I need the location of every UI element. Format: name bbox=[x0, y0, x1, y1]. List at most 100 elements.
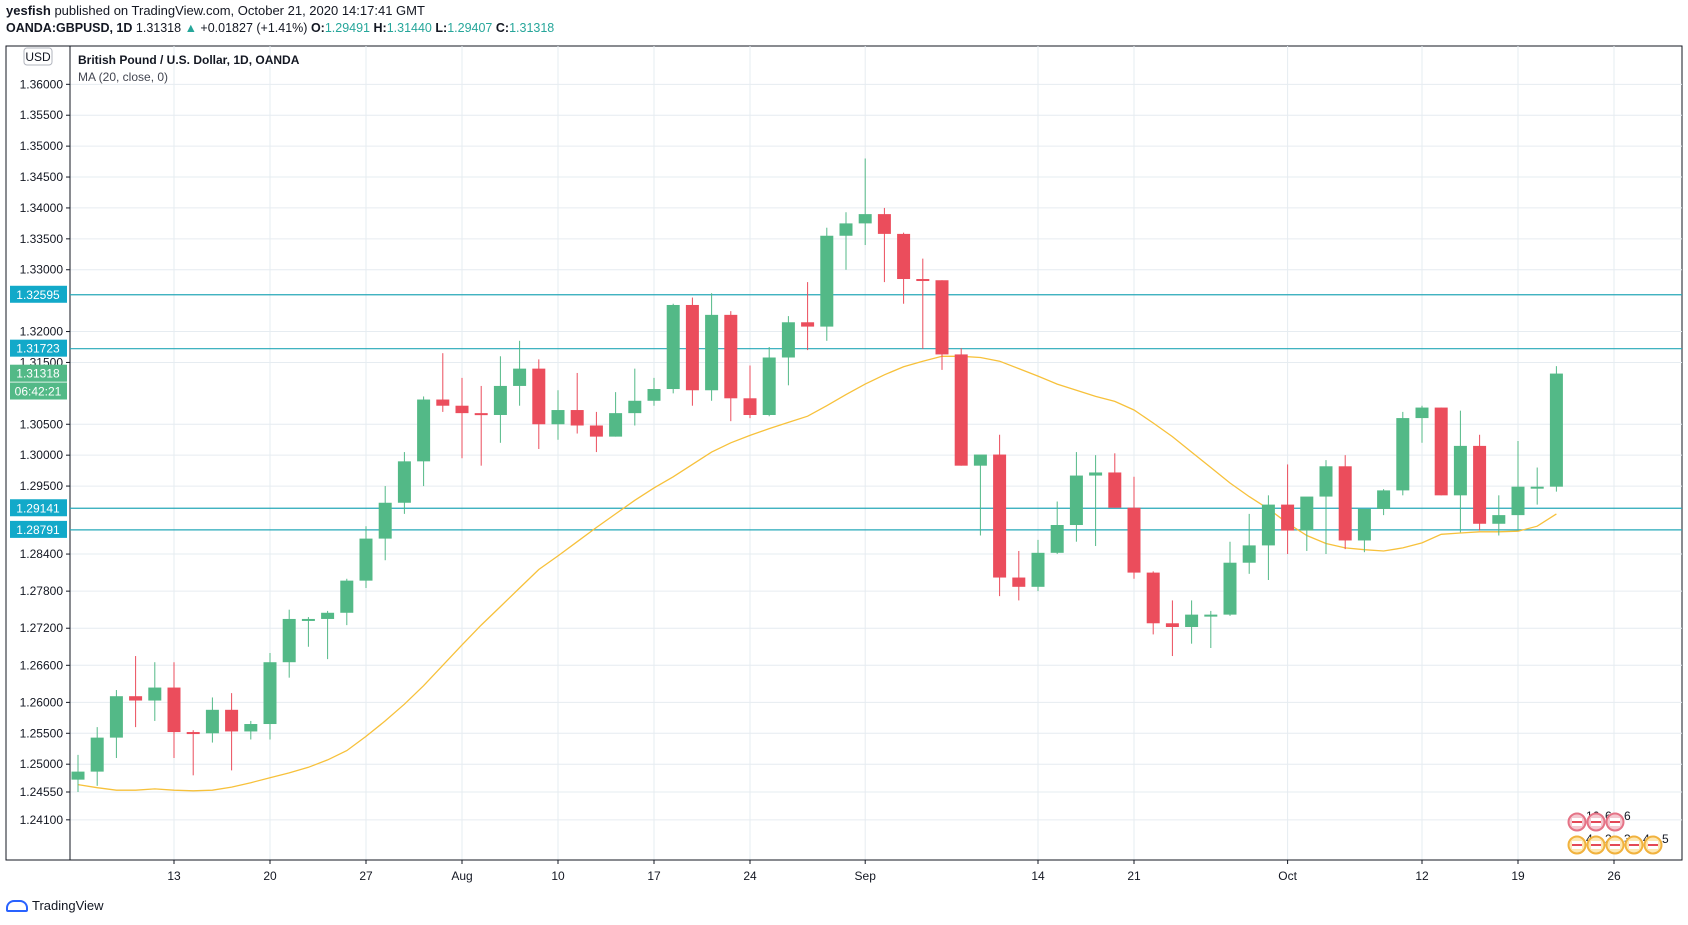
candle-body bbox=[1511, 486, 1525, 516]
moving-average-line bbox=[77, 355, 1557, 792]
price-change: +0.01827 (+1.41%) bbox=[200, 21, 308, 35]
candle-body bbox=[129, 696, 143, 701]
candle-body bbox=[570, 410, 584, 426]
high-label: H: bbox=[373, 21, 387, 35]
publish-info: yesfish published on TradingView.com, Oc… bbox=[6, 3, 425, 18]
event-count: 5 bbox=[1662, 832, 1669, 846]
event-flag-stripe bbox=[1648, 844, 1658, 846]
y-tick-label: 1.35500 bbox=[20, 108, 64, 122]
published-text: published on TradingView.com, October 21… bbox=[54, 3, 425, 18]
candle-body bbox=[359, 538, 373, 581]
high-value: 1.31440 bbox=[386, 21, 432, 35]
candle-body bbox=[916, 279, 930, 282]
y-tick-label: 1.28400 bbox=[20, 547, 64, 561]
symbol-name: OANDA:GBPUSD, 1D bbox=[6, 21, 133, 35]
price-label-bg bbox=[10, 339, 67, 357]
x-tick-label: 13 bbox=[167, 869, 181, 883]
x-tick-label: 17 bbox=[647, 869, 661, 883]
y-tick-label: 1.34000 bbox=[20, 201, 64, 215]
y-tick-label: 1.24100 bbox=[20, 813, 64, 827]
candle-body bbox=[1549, 373, 1563, 487]
candle-body bbox=[397, 461, 411, 503]
candle-body bbox=[186, 732, 200, 735]
event-flag-stripe bbox=[1591, 821, 1601, 823]
author-name[interactable]: yesfish bbox=[6, 3, 51, 18]
y-tick-label: 1.36000 bbox=[20, 77, 64, 91]
candle-body bbox=[1319, 466, 1333, 497]
candle-body bbox=[609, 413, 623, 437]
y-tick-label: 1.29500 bbox=[20, 479, 64, 493]
candle-body bbox=[71, 771, 85, 780]
candle-body bbox=[1261, 504, 1275, 546]
candle-body bbox=[225, 709, 239, 732]
candle-body bbox=[551, 410, 565, 425]
candle-body bbox=[897, 233, 911, 280]
candle-body bbox=[1453, 445, 1467, 496]
x-tick-label: 14 bbox=[1031, 869, 1045, 883]
economic-events[interactable]: 166642345 bbox=[1567, 809, 1670, 855]
price-label-text: 1.29141 bbox=[16, 501, 60, 515]
price-labels: 1.32595 1.31723 1.31318 06:42:21 1.29141 1.28… bbox=[10, 285, 67, 538]
x-tick-label: 20 bbox=[263, 869, 277, 883]
candle-body bbox=[1146, 572, 1160, 624]
candle-body bbox=[474, 413, 488, 416]
y-tick-label: 1.34500 bbox=[20, 170, 64, 184]
candle-body bbox=[781, 322, 795, 358]
candle-body bbox=[378, 502, 392, 539]
cloud-icon bbox=[6, 899, 28, 912]
x-tick-label: 26 bbox=[1607, 869, 1621, 883]
price-label-bg bbox=[10, 499, 67, 517]
y-tick-label: 1.32000 bbox=[20, 325, 64, 339]
candle-body bbox=[705, 314, 719, 391]
event-flag-stripe bbox=[1572, 844, 1582, 846]
close-value: 1.31318 bbox=[509, 21, 555, 35]
price-label-text: 1.31318 bbox=[16, 367, 60, 381]
price-label-bg bbox=[10, 364, 67, 382]
candle-body bbox=[628, 400, 642, 414]
price-label-text: 06:42:21 bbox=[15, 385, 62, 399]
candle-body bbox=[493, 385, 507, 415]
candle-body bbox=[839, 223, 853, 236]
up-arrow-icon: ▲ bbox=[184, 21, 197, 35]
x-tick-label: Sep bbox=[855, 869, 877, 883]
indicator-label: MA (20, close, 0) bbox=[78, 70, 168, 84]
candle-body bbox=[801, 322, 815, 327]
y-tick-label: 1.35000 bbox=[20, 139, 64, 153]
candle-body bbox=[1357, 508, 1371, 541]
x-tick-label: 12 bbox=[1415, 869, 1429, 883]
candle-body bbox=[1434, 407, 1448, 496]
candle-body bbox=[1127, 507, 1141, 573]
tradingview-logo[interactable]: TradingView bbox=[6, 898, 104, 913]
event-flag-stripe bbox=[1572, 821, 1582, 823]
currency-badge-label: USD bbox=[25, 50, 51, 64]
candle-body bbox=[1281, 504, 1295, 531]
x-tick-label: Oct bbox=[1278, 869, 1297, 883]
y-tick-label: 1.27800 bbox=[20, 584, 64, 598]
open-label: O: bbox=[310, 21, 325, 35]
candle-body bbox=[1185, 614, 1199, 627]
low-value: 1.29407 bbox=[447, 21, 493, 35]
candle-body bbox=[877, 214, 891, 234]
candle-body bbox=[282, 618, 296, 663]
candle-body bbox=[589, 425, 603, 437]
candle-body bbox=[244, 724, 258, 732]
candle-body bbox=[205, 709, 219, 734]
chart-frame bbox=[5, 45, 1683, 861]
symbol-info: OANDA:GBPUSD, 1D 1.31318 ▲ +0.01827 (+1.… bbox=[6, 21, 554, 35]
x-tick-label: 24 bbox=[743, 869, 757, 883]
candle-body bbox=[417, 399, 431, 462]
candle-body bbox=[340, 580, 354, 613]
event-count: 6 bbox=[1624, 809, 1631, 823]
candle-body bbox=[858, 214, 872, 224]
currency-badge[interactable]: USD bbox=[23, 47, 53, 66]
low-label: L: bbox=[435, 21, 448, 35]
y-tick-label: 1.33000 bbox=[20, 263, 64, 277]
x-tick-label: 27 bbox=[359, 869, 373, 883]
brand-name: TradingView bbox=[32, 898, 104, 913]
candle-body bbox=[1396, 418, 1410, 491]
candle-body bbox=[1031, 552, 1045, 587]
candle-body bbox=[1377, 490, 1391, 509]
candle-body bbox=[263, 662, 277, 725]
chart-title: British Pound / U.S. Dollar, 1D, OANDA bbox=[78, 53, 300, 67]
